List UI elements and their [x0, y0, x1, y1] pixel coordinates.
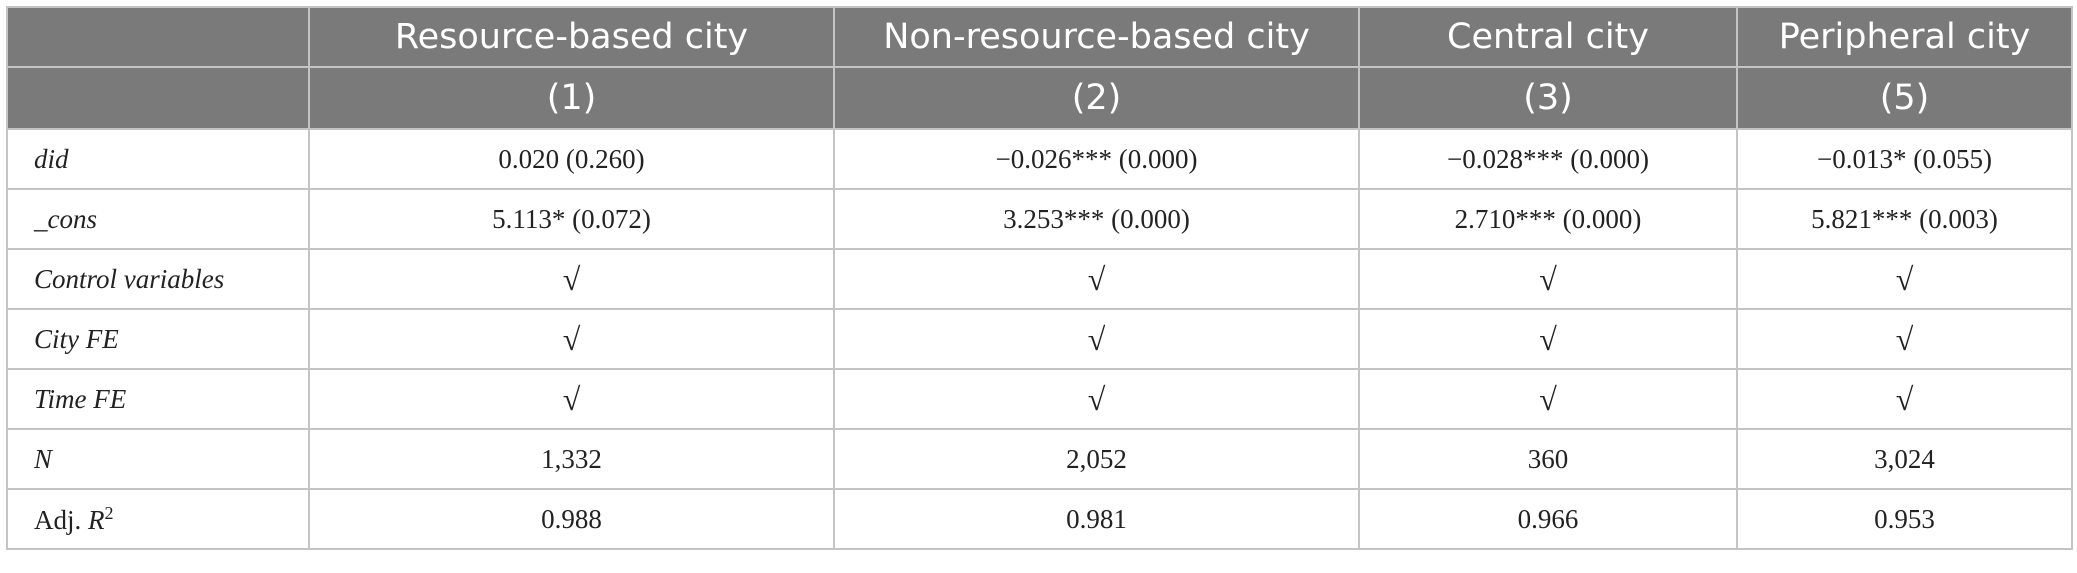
table-cell: 1,332	[308, 428, 835, 490]
table-cell: 3.253*** (0.000)	[833, 188, 1360, 250]
header-row: Resource-based city Non-resource-based c…	[6, 6, 2073, 68]
table-row: did 0.020 (0.260) −0.026*** (0.000) −0.0…	[6, 128, 2073, 190]
check-mark-icon: √	[308, 368, 835, 430]
row-label: Time FE	[6, 368, 310, 430]
table-cell: 5.821*** (0.003)	[1736, 188, 2073, 250]
table-cell: 0.966	[1358, 488, 1738, 550]
row-label: N	[6, 428, 310, 490]
table-cell: −0.028*** (0.000)	[1358, 128, 1738, 190]
row-label: did	[6, 128, 310, 190]
table-cell: 360	[1358, 428, 1738, 490]
check-mark-icon: √	[833, 248, 1360, 310]
check-mark-icon: √	[833, 368, 1360, 430]
column-number-row: (1) (2) (3) (5)	[6, 66, 2073, 130]
adj-r-label: Adj. R	[34, 504, 105, 535]
row-label: City FE	[6, 308, 310, 370]
table-cell: 2,052	[833, 428, 1360, 490]
check-mark-icon: √	[1358, 368, 1738, 430]
check-mark-icon: √	[1736, 308, 2073, 370]
row-label: Control variables	[6, 248, 310, 310]
table-cell: −0.013* (0.055)	[1736, 128, 2073, 190]
table-row: Time FE √ √ √ √	[6, 368, 2073, 430]
table-cell: 0.953	[1736, 488, 2073, 550]
table-cell: 0.981	[833, 488, 1360, 550]
column-number-cell: (5)	[1736, 66, 2073, 130]
column-number-cell: (2)	[833, 66, 1360, 130]
header-cell: Peripheral city	[1736, 6, 2073, 68]
table-cell: 0.988	[308, 488, 835, 550]
table-row: City FE √ √ √ √	[6, 308, 2073, 370]
header-cell: Non-resource-based city	[833, 6, 1360, 68]
check-mark-icon: √	[308, 248, 835, 310]
table-cell: 3,024	[1736, 428, 2073, 490]
check-mark-icon: √	[833, 308, 1360, 370]
table-cell: 2.710*** (0.000)	[1358, 188, 1738, 250]
regression-results-table: Resource-based city Non-resource-based c…	[6, 6, 2073, 550]
check-mark-icon: √	[1358, 308, 1738, 370]
header-cell: Resource-based city	[308, 6, 835, 68]
r-symbol: R	[88, 504, 105, 535]
table-row: Control variables √ √ √ √	[6, 248, 2073, 310]
table-row: N 1,332 2,052 360 3,024	[6, 428, 2073, 490]
column-number-cell	[6, 66, 310, 130]
table-cell: 0.020 (0.260)	[308, 128, 835, 190]
check-mark-icon: √	[1358, 248, 1738, 310]
row-label: _cons	[6, 188, 310, 250]
check-mark-icon: √	[308, 308, 835, 370]
column-number-cell: (3)	[1358, 66, 1738, 130]
table-row: Adj. R2 0.988 0.981 0.966 0.953	[6, 488, 2073, 550]
check-mark-icon: √	[1736, 368, 2073, 430]
column-number-cell: (1)	[308, 66, 835, 130]
table-cell: 5.113* (0.072)	[308, 188, 835, 250]
row-label: Adj. R2	[6, 488, 310, 550]
header-cell: Central city	[1358, 6, 1738, 68]
table-cell: −0.026*** (0.000)	[833, 128, 1360, 190]
header-cell	[6, 6, 310, 68]
r-squared-superscript: 2	[104, 502, 114, 523]
table-row: _cons 5.113* (0.072) 3.253*** (0.000) 2.…	[6, 188, 2073, 250]
check-mark-icon: √	[1736, 248, 2073, 310]
